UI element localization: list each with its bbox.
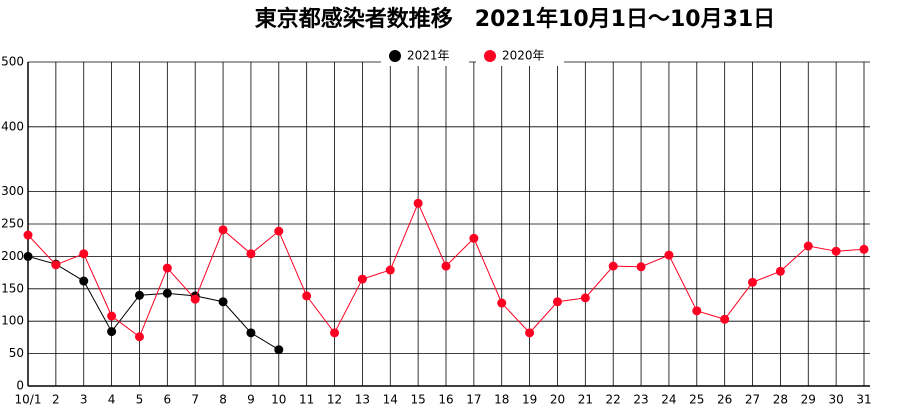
data-point bbox=[134, 332, 144, 342]
x-tick-label: 6 bbox=[164, 393, 172, 407]
series-line bbox=[27, 255, 280, 351]
x-tick-label: 20 bbox=[550, 393, 565, 407]
data-point bbox=[692, 306, 702, 316]
x-tick-label: 11 bbox=[299, 393, 314, 407]
data-point bbox=[107, 327, 117, 337]
data-point bbox=[385, 265, 395, 275]
data-point bbox=[23, 251, 33, 261]
legend-bg bbox=[381, 46, 469, 66]
data-point bbox=[79, 249, 89, 259]
data-point bbox=[525, 328, 535, 338]
x-tick-label: 30 bbox=[828, 393, 843, 407]
x-tick-label: 26 bbox=[717, 393, 732, 407]
data-point bbox=[218, 225, 228, 235]
data-point bbox=[357, 274, 367, 284]
data-point bbox=[775, 266, 785, 276]
data-point bbox=[441, 261, 451, 271]
x-tick-label: 18 bbox=[494, 393, 509, 407]
x-tick-label: 15 bbox=[410, 393, 425, 407]
y-tick-label: 500 bbox=[1, 55, 24, 69]
x-tick-label: 27 bbox=[745, 393, 760, 407]
data-point bbox=[330, 328, 340, 338]
data-point bbox=[274, 226, 284, 236]
data-point bbox=[162, 263, 172, 273]
x-tick-label: 24 bbox=[661, 393, 676, 407]
x-tick-label: 14 bbox=[383, 393, 398, 407]
y-tick-label: 200 bbox=[1, 249, 24, 263]
data-point bbox=[580, 293, 590, 303]
data-point bbox=[246, 249, 256, 259]
x-tick-label: 16 bbox=[438, 393, 453, 407]
x-tick-label: 17 bbox=[466, 393, 481, 407]
y-tick-label: 50 bbox=[9, 346, 24, 360]
data-point bbox=[636, 262, 646, 272]
data-point bbox=[134, 290, 144, 300]
x-tick-label: 3 bbox=[80, 393, 88, 407]
x-tick-label: 10 bbox=[271, 393, 286, 407]
data-point bbox=[608, 261, 618, 271]
x-tick-label: 4 bbox=[108, 393, 116, 407]
x-tick-label: 9 bbox=[247, 393, 255, 407]
data-point bbox=[748, 277, 758, 287]
x-tick-label: 2 bbox=[52, 393, 60, 407]
legend-label: 2021年 bbox=[407, 49, 450, 63]
chart-title: 東京都感染者数推移 2021年10月1日～10月31日 bbox=[255, 6, 775, 32]
x-tick-label: 25 bbox=[689, 393, 704, 407]
x-tick-label: 8 bbox=[219, 393, 227, 407]
x-tick-label: 29 bbox=[801, 393, 816, 407]
data-point bbox=[720, 314, 730, 324]
legend-marker bbox=[484, 50, 496, 62]
data-point bbox=[859, 244, 869, 254]
x-tick-label: 7 bbox=[191, 393, 199, 407]
data-point bbox=[51, 260, 61, 270]
x-tick-label: 28 bbox=[773, 393, 788, 407]
x-tick-label: 23 bbox=[633, 393, 648, 407]
y-tick-label: 300 bbox=[1, 184, 24, 198]
data-point bbox=[552, 297, 562, 307]
y-tick-label: 0 bbox=[16, 379, 24, 393]
x-tick-label: 22 bbox=[606, 393, 621, 407]
data-point bbox=[497, 298, 507, 308]
y-tick-label: 400 bbox=[1, 119, 24, 133]
x-tick-label: 31 bbox=[856, 393, 871, 407]
x-tick-label: 19 bbox=[522, 393, 537, 407]
data-point bbox=[107, 311, 117, 321]
legend-marker bbox=[389, 50, 401, 62]
data-point bbox=[413, 198, 423, 208]
data-point bbox=[664, 250, 674, 260]
data-point bbox=[274, 345, 284, 355]
y-tick-label: 100 bbox=[1, 314, 24, 328]
data-point bbox=[162, 288, 172, 298]
data-point bbox=[190, 294, 200, 304]
data-point bbox=[469, 233, 479, 243]
x-tick-label: 5 bbox=[136, 393, 144, 407]
data-point bbox=[803, 241, 813, 251]
data-point bbox=[302, 291, 312, 301]
legend-bg bbox=[476, 46, 564, 66]
data-point bbox=[218, 297, 228, 307]
legend-label: 2020年 bbox=[502, 49, 545, 63]
x-tick-label: 13 bbox=[355, 393, 370, 407]
x-tick-label: 12 bbox=[327, 393, 342, 407]
x-tick-label: 10/1 bbox=[15, 393, 42, 407]
data-point bbox=[23, 230, 33, 240]
data-point bbox=[246, 328, 256, 338]
data-point bbox=[831, 246, 841, 256]
x-tick-label: 21 bbox=[578, 393, 593, 407]
y-tick-label: 150 bbox=[1, 281, 24, 295]
data-point bbox=[79, 276, 89, 286]
y-tick-label: 250 bbox=[1, 217, 24, 231]
